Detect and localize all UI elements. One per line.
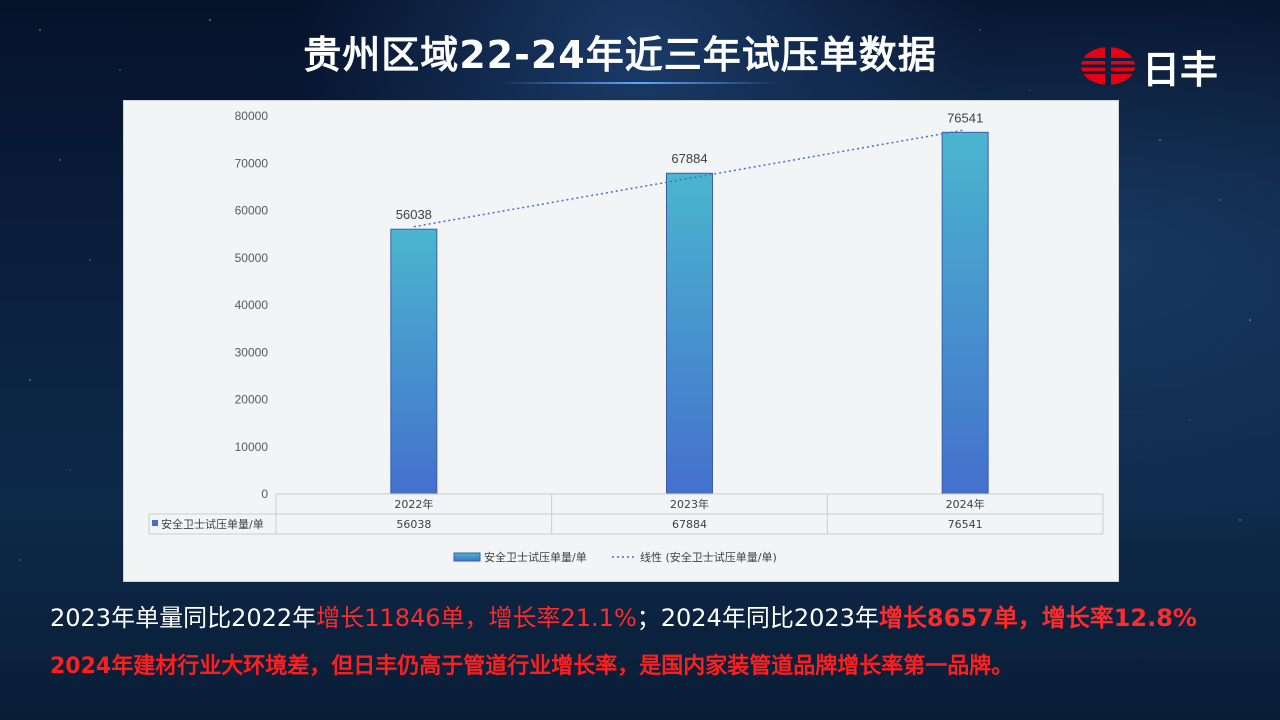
bar-2024年 bbox=[941, 131, 989, 495]
y-tick-label: 10000 bbox=[235, 440, 269, 454]
conclusion-text: 2024年建材行业大环境差，但日丰仍高于管道行业增长率，是国内家装管道品牌增长率… bbox=[50, 654, 1014, 679]
table-row-label: 安全卫士试压单量/单 bbox=[161, 517, 264, 531]
brand-logo: 日丰 bbox=[1080, 44, 1218, 92]
table-legend-key bbox=[152, 520, 158, 526]
table-value: 76541 bbox=[948, 518, 983, 531]
y-tick-label: 80000 bbox=[235, 109, 269, 123]
y-tick-label: 30000 bbox=[235, 345, 269, 359]
summary-growth-2024: 增长8657单，增长率12.8% bbox=[878, 604, 1197, 632]
title-underline bbox=[500, 82, 780, 84]
x-category-label: 2022年 bbox=[394, 497, 433, 511]
bar-2022年 bbox=[390, 228, 438, 495]
chart-panel: 0 10000 20000 30000 40000 50000 60000 70000 8000… bbox=[123, 100, 1119, 582]
bar-chart: 0 10000 20000 30000 40000 50000 60000 70000 8000… bbox=[148, 109, 1104, 564]
x-category-label: 2024年 bbox=[946, 497, 985, 511]
brand-logo-icon bbox=[1080, 47, 1136, 85]
summary-text: 2023年单量同比2022年增长11846单，增长率21.1%；2024年同比2… bbox=[50, 598, 1275, 633]
data-label: 67884 bbox=[671, 151, 707, 166]
summary-growth-2023: 增长11846单，增长率21.1% bbox=[316, 604, 637, 632]
trendline bbox=[413, 129, 966, 228]
bar-2023年 bbox=[666, 172, 713, 495]
y-tick-label: 20000 bbox=[235, 393, 269, 407]
y-tick-label: 40000 bbox=[235, 298, 269, 312]
legend-bar-label: 安全卫士试压单量/单 bbox=[484, 550, 587, 564]
data-label: 56038 bbox=[396, 207, 432, 222]
brand-logo-text: 日丰 bbox=[1142, 47, 1219, 92]
y-tick-label: 60000 bbox=[235, 204, 269, 218]
table-value: 56038 bbox=[396, 518, 431, 531]
summary-part-3: ；2024年同比2023年 bbox=[636, 604, 879, 632]
legend-trend-label: 线性 (安全卫士试压单量/单) bbox=[640, 550, 777, 564]
y-tick-label: 50000 bbox=[235, 251, 269, 265]
summary-part-1: 2023年单量同比2022年 bbox=[50, 604, 317, 632]
slide-title: 贵州区域22-24年近三年试压单数据 bbox=[303, 33, 937, 77]
y-tick-label: 70000 bbox=[235, 156, 269, 170]
table-value: 67884 bbox=[672, 518, 707, 531]
y-tick-label: 0 bbox=[261, 487, 268, 501]
legend-bar-swatch bbox=[453, 552, 481, 562]
data-label: 76541 bbox=[947, 110, 983, 125]
x-category-label: 2023年 bbox=[670, 497, 709, 511]
